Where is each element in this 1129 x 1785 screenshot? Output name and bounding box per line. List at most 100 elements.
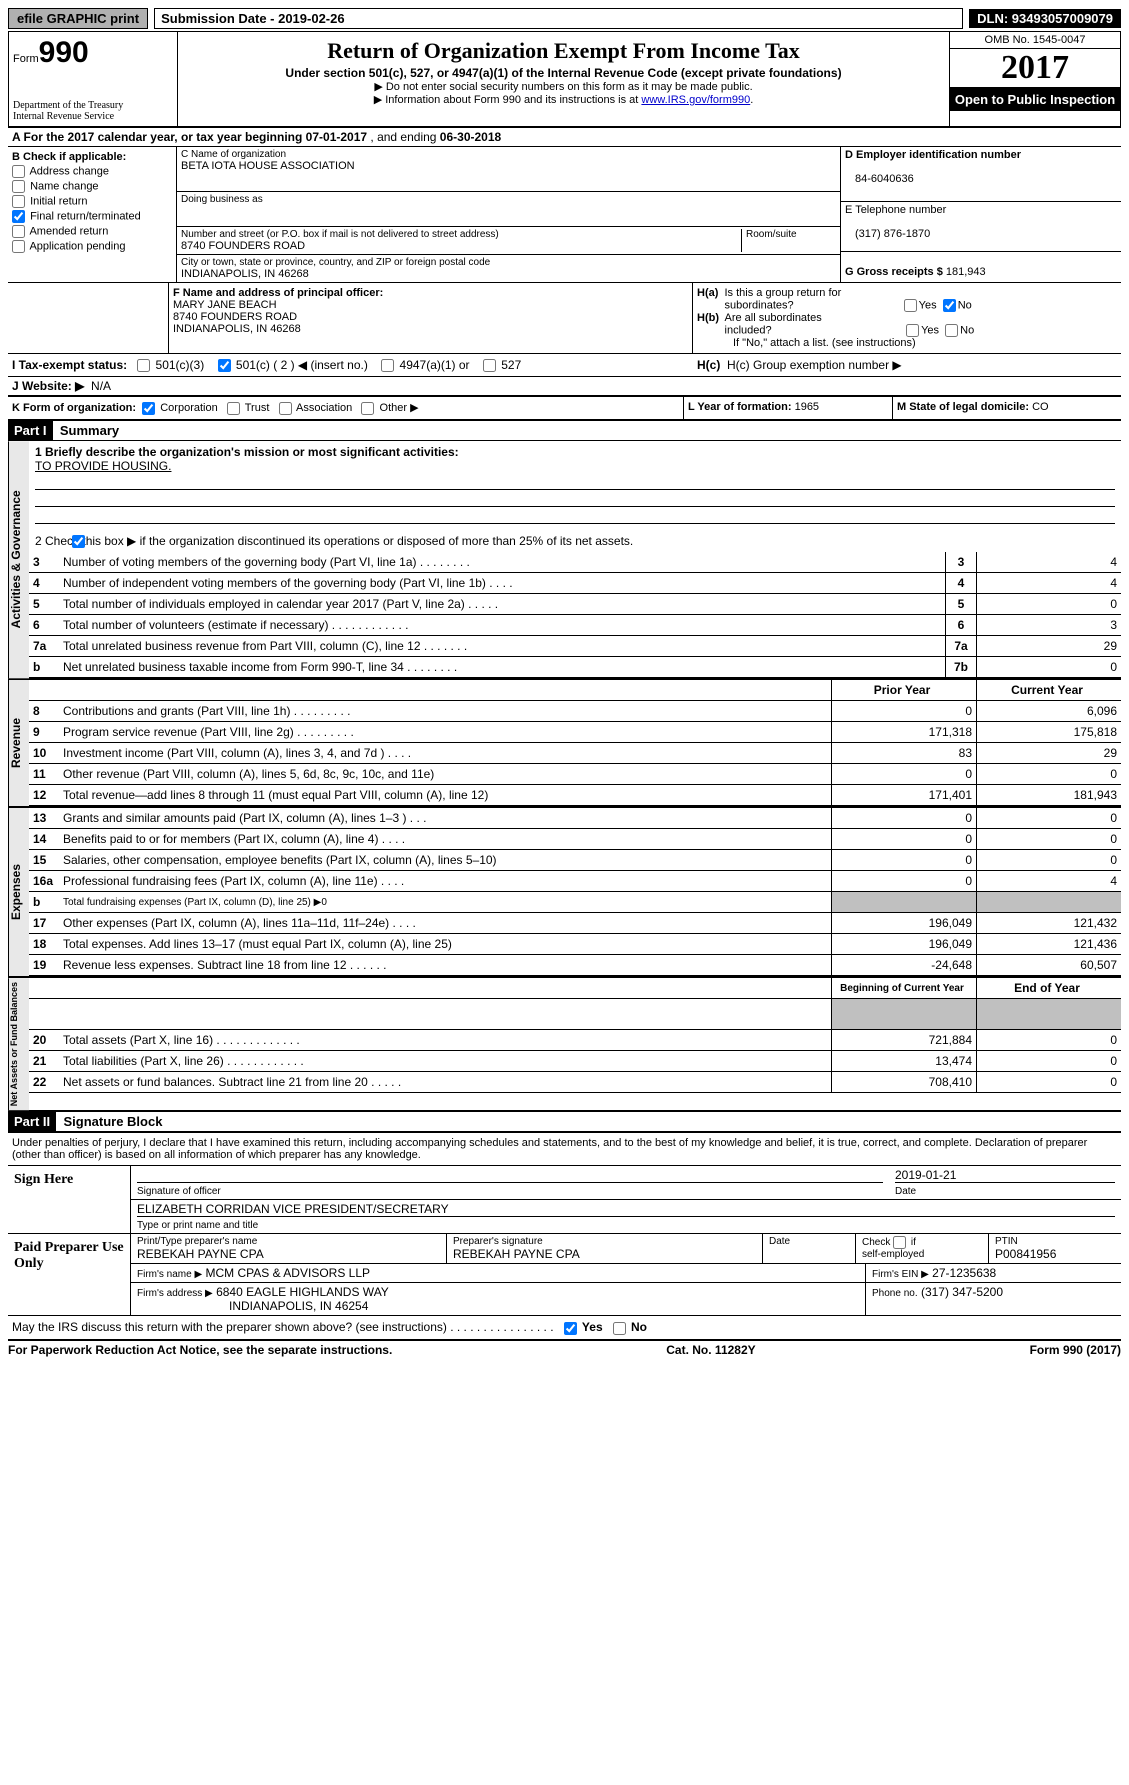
note-info: ▶ Information about Form 990 and its ins…	[182, 93, 945, 106]
website: N/A	[91, 379, 111, 393]
governance-section: Activities & Governance 1 Briefly descri…	[8, 440, 1121, 678]
expenses-section: Expenses 13Grants and similar amounts pa…	[8, 806, 1121, 976]
revenue-section: Revenue Prior Year Current Year 8Contrib…	[8, 678, 1121, 806]
line-9: 9Program service revenue (Part VIII, lin…	[29, 722, 1121, 743]
section-klm: K Form of organization: Corporation Trus…	[8, 397, 1121, 421]
tab-netassets: Net Assets or Fund Balances	[8, 978, 29, 1110]
line-19: 19Revenue less expenses. Subtract line 1…	[29, 955, 1121, 976]
firm-addr1: 6840 EAGLE HIGHLANDS WAY	[216, 1285, 389, 1299]
state-domicile: CO	[1032, 401, 1049, 413]
section-fh: F Name and address of principal officer:…	[8, 283, 1121, 354]
cb-discuss-yes[interactable]	[564, 1322, 577, 1335]
tab-revenue: Revenue	[8, 680, 29, 806]
form-ref: Form 990 (2017)	[1030, 1343, 1121, 1357]
section-i: I Tax-exempt status: 501(c)(3) 501(c) ( …	[8, 354, 1121, 377]
paid-preparer-block: Paid Preparer Use Only Print/Type prepar…	[8, 1234, 1121, 1316]
street-address: 8740 FOUNDERS ROAD	[181, 240, 741, 252]
firm-name: MCM CPAS & ADVISORS LLP	[206, 1266, 371, 1280]
gov-line-7b: bNet unrelated business taxable income f…	[29, 657, 1121, 678]
line-17: 17Other expenses (Part IX, column (A), l…	[29, 913, 1121, 934]
cb-self-employed[interactable]	[893, 1236, 906, 1249]
cb-hb-no[interactable]	[945, 324, 958, 337]
officer-name: MARY JANE BEACH	[173, 299, 277, 311]
cb-other[interactable]	[361, 402, 374, 415]
part1-title: Summary	[56, 421, 123, 440]
cb-assoc[interactable]	[279, 402, 292, 415]
part2-header-row: Part II Signature Block	[8, 1112, 1121, 1131]
cb-hb-yes[interactable]	[906, 324, 919, 337]
firm-addr2: INDIANAPOLIS, IN 46254	[137, 1299, 368, 1313]
cb-final-return[interactable]	[12, 210, 25, 223]
open-public: Open to Public Inspection	[950, 88, 1120, 111]
officer-street: 8740 FOUNDERS ROAD	[173, 311, 297, 323]
line-11: 11Other revenue (Part VIII, column (A), …	[29, 764, 1121, 785]
line-21: 21Total liabilities (Part X, line 26) . …	[29, 1051, 1121, 1072]
section-a: A For the 2017 calendar year, or tax yea…	[8, 128, 1121, 147]
cb-name-change[interactable]	[12, 180, 25, 193]
ptin: P00841956	[995, 1247, 1115, 1261]
officer-city: INDIANAPOLIS, IN 46268	[173, 323, 301, 335]
line-8: 8Contributions and grants (Part VIII, li…	[29, 701, 1121, 722]
line-15: 15Salaries, other compensation, employee…	[29, 850, 1121, 871]
discuss-row: May the IRS discuss this return with the…	[8, 1316, 1121, 1340]
tax-year: 2017	[950, 49, 1120, 88]
org-name: BETA IOTA HOUSE ASSOCIATION	[181, 160, 836, 172]
firm-phone: (317) 347-5200	[921, 1285, 1003, 1299]
top-bar: efile GRAPHIC print Submission Date - 20…	[8, 8, 1121, 29]
omb-number: OMB No. 1545-0047	[950, 32, 1120, 49]
line-12: 12Total revenue—add lines 8 through 11 (…	[29, 785, 1121, 806]
netassets-section: Net Assets or Fund Balances Beginning of…	[8, 976, 1121, 1112]
part2-title: Signature Block	[59, 1112, 166, 1131]
cb-ha-no[interactable]	[943, 299, 956, 312]
telephone: (317) 876-1870	[845, 228, 930, 240]
officer-name-title: ELIZABETH CORRIDAN VICE PRESIDENT/SECRET…	[137, 1202, 1115, 1216]
line-b: bTotal fundraising expenses (Part IX, co…	[29, 892, 1121, 913]
form-header: Form990 Department of the Treasury Inter…	[8, 31, 1121, 128]
perjury-text: Under penalties of perjury, I declare th…	[8, 1131, 1121, 1166]
year-formation: 1965	[795, 401, 819, 413]
cb-ha-yes[interactable]	[904, 299, 917, 312]
cb-501c[interactable]	[218, 359, 231, 372]
irs-link[interactable]: www.IRS.gov/form990	[641, 94, 750, 106]
line-18: 18Total expenses. Add lines 13–17 (must …	[29, 934, 1121, 955]
cat-no: Cat. No. 11282Y	[666, 1343, 755, 1357]
section-j: J Website: ▶ N/A	[8, 377, 1121, 397]
sig-date: 2019-01-21	[895, 1168, 1115, 1182]
section-b: B Check if applicable: Address change Na…	[8, 147, 177, 282]
city-state-zip: INDIANAPOLIS, IN 46268	[181, 268, 836, 280]
cb-initial-return[interactable]	[12, 195, 25, 208]
cb-501c3[interactable]	[137, 359, 150, 372]
section-deg: D Employer identification number 84-6040…	[840, 147, 1121, 282]
paperwork-notice: For Paperwork Reduction Act Notice, see …	[8, 1343, 392, 1357]
cb-address-change[interactable]	[12, 165, 25, 178]
tab-governance: Activities & Governance	[8, 441, 29, 678]
cb-discuss-no[interactable]	[613, 1322, 626, 1335]
firm-ein: 27-1235638	[932, 1266, 996, 1280]
efile-btn[interactable]: efile GRAPHIC print	[8, 8, 148, 29]
form-subtitle: Under section 501(c), 527, or 4947(a)(1)…	[182, 66, 945, 80]
gov-line-3: 3Number of voting members of the governi…	[29, 552, 1121, 573]
note-ssn: ▶ Do not enter social security numbers o…	[182, 80, 945, 93]
cb-application-pending[interactable]	[12, 240, 25, 253]
line-16a: 16aProfessional fundraising fees (Part I…	[29, 871, 1121, 892]
gov-line-6: 6Total number of volunteers (estimate if…	[29, 615, 1121, 636]
cb-corp[interactable]	[142, 402, 155, 415]
cb-4947[interactable]	[381, 359, 394, 372]
sign-here-block: Sign Here Signature of officer 2019-01-2…	[8, 1166, 1121, 1234]
line-22: 22Net assets or fund balances. Subtract …	[29, 1072, 1121, 1093]
line-20: 20Total assets (Part X, line 16) . . . .…	[29, 1030, 1121, 1051]
preparer-sig: REBEKAH PAYNE CPA	[453, 1247, 756, 1261]
cb-amended[interactable]	[12, 225, 25, 238]
cb-discontinued[interactable]	[72, 535, 85, 548]
part1-header-row: Part I Summary	[8, 421, 1121, 440]
cb-trust[interactable]	[227, 402, 240, 415]
tab-expenses: Expenses	[8, 808, 29, 976]
gross-receipts: 181,943	[946, 266, 986, 278]
irs-label: Internal Revenue Service	[13, 111, 173, 122]
form-number: Form990	[13, 36, 173, 70]
footer: For Paperwork Reduction Act Notice, see …	[8, 1341, 1121, 1359]
cb-527[interactable]	[483, 359, 496, 372]
gov-line-7a: 7aTotal unrelated business revenue from …	[29, 636, 1121, 657]
gov-line-5: 5Total number of individuals employed in…	[29, 594, 1121, 615]
line-10: 10Investment income (Part VIII, column (…	[29, 743, 1121, 764]
